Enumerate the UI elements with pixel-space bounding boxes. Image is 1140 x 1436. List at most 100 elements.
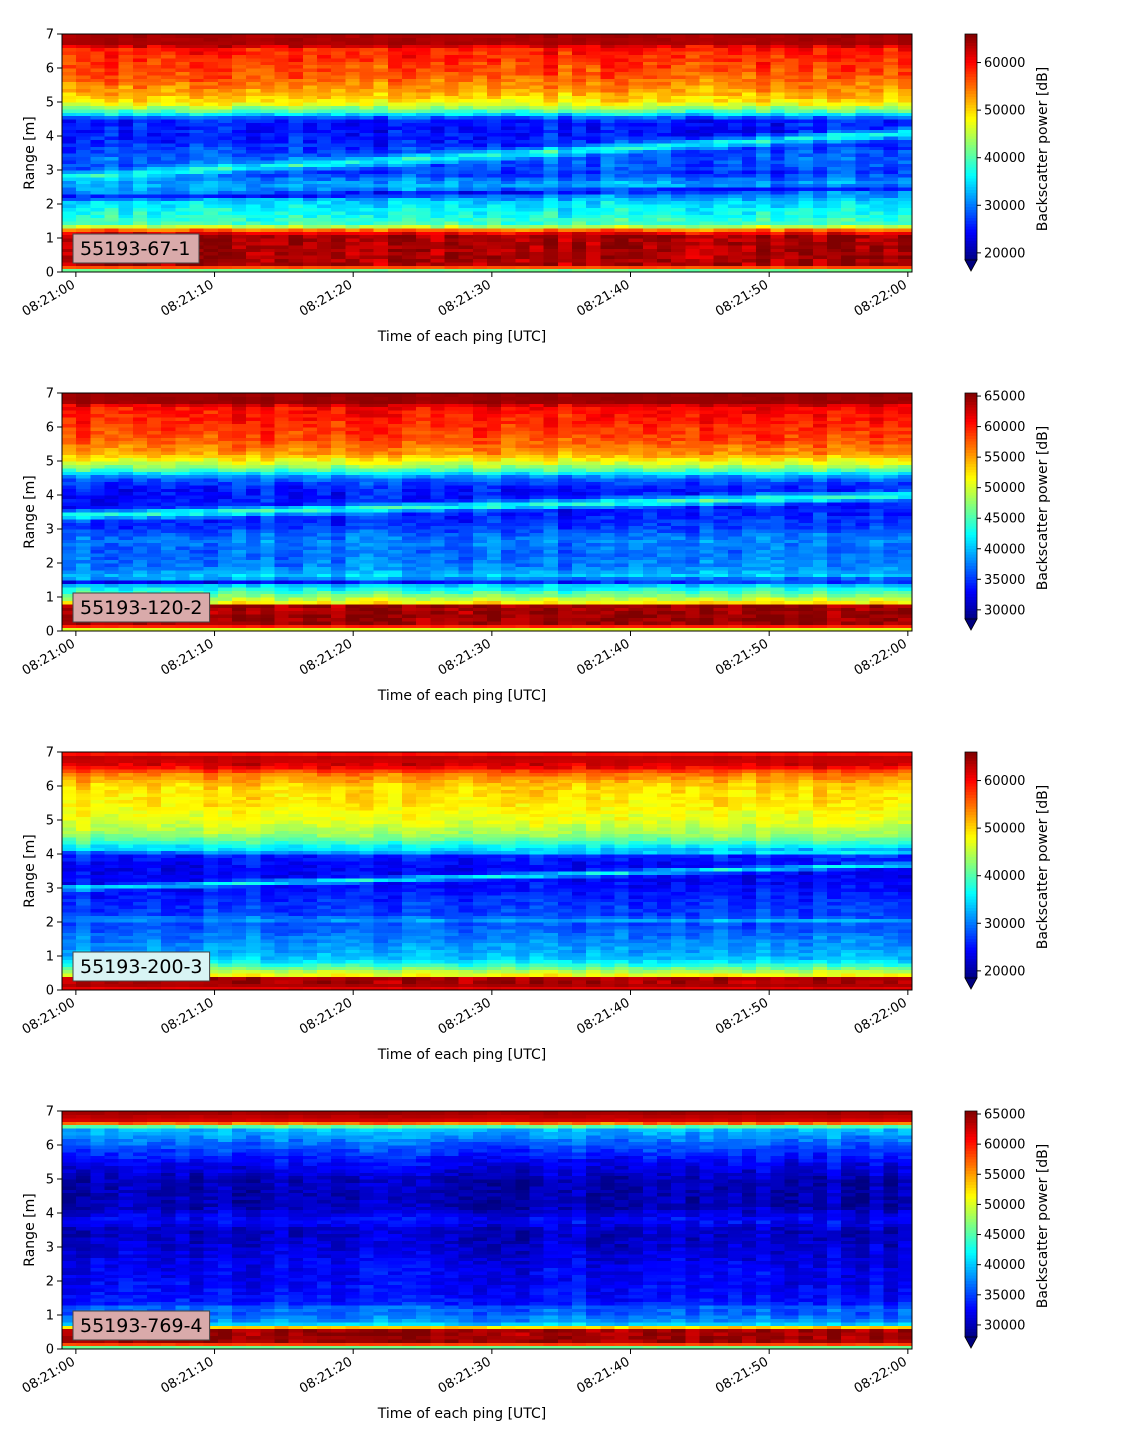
heatmap-cell — [217, 231, 233, 236]
heatmap-cell — [147, 159, 162, 164]
heatmap-cell — [132, 437, 148, 442]
heatmap-cell — [189, 180, 205, 185]
heatmap-cell — [189, 268, 205, 273]
heatmap-cell — [897, 34, 913, 38]
heatmap-cell — [104, 187, 120, 191]
heatmap-cell — [727, 34, 743, 38]
heatmap-cell — [175, 227, 191, 232]
heatmap-cell — [727, 210, 743, 215]
heatmap-cell — [90, 74, 106, 79]
heatmap-cell — [104, 132, 120, 137]
heatmap-cell — [855, 265, 871, 270]
heatmap-cell — [572, 166, 587, 171]
heatmap-cell — [246, 146, 261, 151]
heatmap-cell — [288, 224, 304, 229]
heatmap-cell — [274, 125, 290, 130]
heatmap-cell — [331, 227, 346, 232]
heatmap-cell — [345, 149, 361, 154]
heatmap-cell — [217, 207, 233, 212]
y-tick-label: 3 — [46, 164, 54, 179]
heatmap-cell — [161, 200, 176, 205]
heatmap-cell — [203, 119, 219, 123]
heatmap-cell — [90, 183, 106, 188]
heatmap-cell — [472, 149, 488, 154]
heatmap-cell — [76, 190, 91, 195]
heatmap-cell — [147, 471, 162, 476]
heatmap-cell — [175, 57, 191, 62]
heatmap-cell — [274, 91, 290, 96]
heatmap-cell — [274, 217, 290, 222]
heatmap-cell — [104, 265, 120, 270]
heatmap-cell — [175, 47, 191, 52]
heatmap-cell — [727, 234, 743, 239]
heatmap-cell — [104, 91, 120, 96]
heatmap-cell — [444, 210, 460, 215]
heatmap-cell — [203, 187, 219, 191]
heatmap-cell — [62, 88, 77, 93]
heatmap-cell — [189, 68, 205, 72]
heatmap-cell — [742, 251, 757, 256]
heatmap-cell — [203, 78, 219, 83]
heatmap-cell — [161, 265, 176, 270]
heatmap-cell — [883, 34, 899, 38]
heatmap-cell — [62, 251, 77, 256]
y-tick-label: 1 — [46, 232, 54, 247]
heatmap-cell — [487, 234, 502, 239]
heatmap-cell — [458, 183, 474, 188]
heatmap-cell — [161, 142, 176, 147]
heatmap-cell — [288, 217, 304, 222]
heatmap-cell — [161, 122, 176, 127]
heatmap-cell — [387, 234, 403, 239]
heatmap-cell — [897, 142, 913, 147]
heatmap-cell — [147, 95, 162, 100]
heatmap-cell — [288, 149, 304, 154]
heatmap-cell — [246, 37, 261, 42]
heatmap-cell — [203, 54, 219, 59]
heatmap-cell — [161, 146, 176, 151]
heatmap-cell — [557, 142, 573, 147]
heatmap-cell — [600, 210, 616, 215]
heatmap-cell — [288, 255, 304, 259]
heatmap-cell — [685, 132, 701, 137]
heatmap-cell — [90, 454, 106, 459]
heatmap-cell — [90, 125, 106, 130]
heatmap-cell — [444, 183, 460, 188]
heatmap-cell — [147, 139, 162, 144]
heatmap-cell — [232, 146, 247, 151]
heatmap-cell — [628, 166, 644, 171]
heatmap-cell — [812, 34, 828, 38]
heatmap-cell — [90, 149, 106, 154]
heatmap-cell — [90, 159, 106, 164]
heatmap-cell — [104, 180, 120, 185]
heatmap-cell — [161, 221, 176, 225]
heatmap-cell — [274, 122, 290, 127]
heatmap-cell — [274, 68, 290, 72]
heatmap-cell — [104, 139, 120, 144]
heatmap-cell — [132, 149, 148, 154]
heatmap-cell — [175, 98, 191, 103]
heatmap-cell — [118, 105, 134, 110]
heatmap-cell — [784, 176, 800, 181]
heatmap-cell — [147, 153, 162, 157]
heatmap-cell — [189, 166, 205, 171]
heatmap-cell — [118, 61, 134, 66]
heatmap-cell — [217, 142, 233, 147]
heatmap-cell — [104, 88, 120, 93]
heatmap-cell — [812, 251, 828, 256]
heatmap-cell — [430, 210, 446, 215]
heatmap-cell — [812, 217, 828, 222]
heatmap-cell — [118, 193, 134, 198]
heatmap-cell — [132, 153, 148, 157]
heatmap-cell — [132, 268, 148, 273]
heatmap-cell — [62, 146, 77, 151]
heatmap-cell — [62, 44, 77, 49]
heatmap-cell — [104, 471, 120, 476]
heatmap-cell — [217, 115, 233, 120]
heatmap-cell — [175, 183, 191, 188]
heatmap-cell — [444, 132, 460, 137]
heatmap-cell — [345, 142, 361, 147]
heatmap-cell — [203, 210, 219, 215]
heatmap-cell — [175, 261, 191, 266]
heatmap-cell — [260, 180, 276, 185]
